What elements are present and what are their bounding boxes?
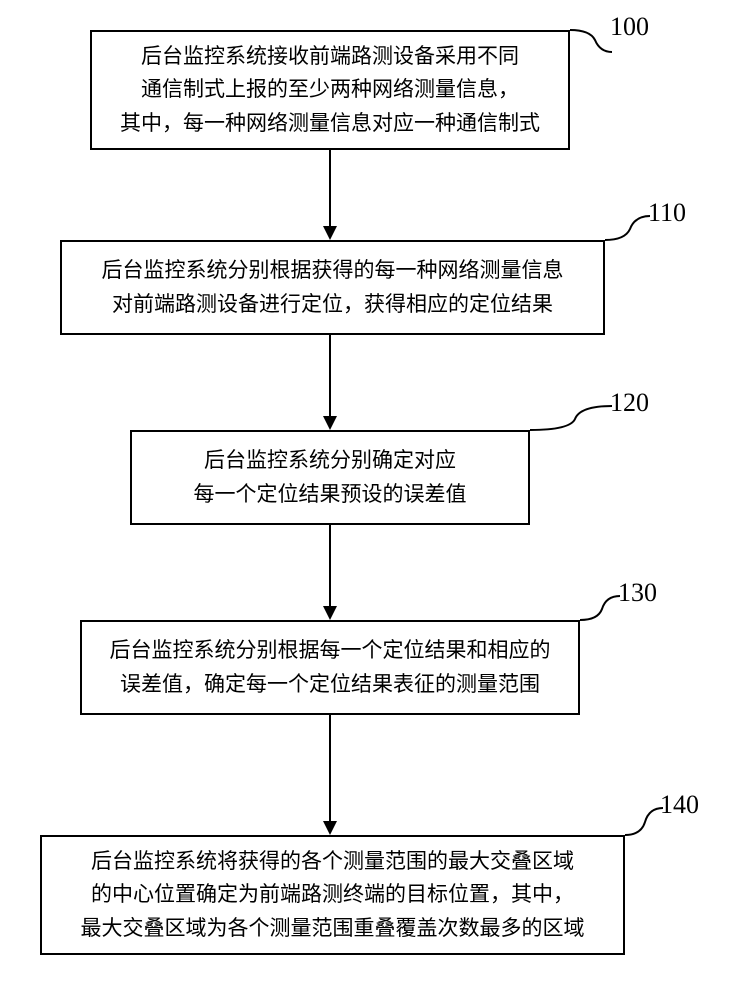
step-120-box: 后台监控系统分别确定对应 每一个定位结果预设的误差值 <box>130 430 530 525</box>
step-130-box: 后台监控系统分别根据每一个定位结果和相应的 误差值，确定每一个定位结果表征的测量… <box>80 620 580 715</box>
step-140-label: 140 <box>660 790 699 820</box>
arrow-4-line <box>329 715 331 821</box>
step-120-connector <box>530 404 615 434</box>
flowchart-container: 后台监控系统接收前端路测设备采用不同 通信制式上报的至少两种网络测量信息， 其中… <box>0 0 751 1000</box>
step-100-label: 100 <box>610 12 649 42</box>
step-100-box: 后台监控系统接收前端路测设备采用不同 通信制式上报的至少两种网络测量信息， 其中… <box>90 30 570 150</box>
step-120-text: 后台监控系统分别确定对应 每一个定位结果预设的误差值 <box>194 444 467 511</box>
arrow-2-line <box>329 335 331 416</box>
step-100-connector <box>570 28 615 58</box>
arrow-1-line <box>329 150 331 226</box>
arrow-4-head <box>323 821 337 835</box>
step-110-box: 后台监控系统分别根据获得的每一种网络测量信息 对前端路测设备进行定位，获得相应的… <box>60 240 605 335</box>
step-120-label: 120 <box>610 388 649 418</box>
arrow-2-head <box>323 416 337 430</box>
step-140-connector <box>625 806 665 839</box>
step-130-text: 后台监控系统分别根据每一个定位结果和相应的 误差值，确定每一个定位结果表征的测量… <box>110 634 551 701</box>
step-140-text: 后台监控系统将获得的各个测量范围的最大交叠区域 的中心位置确定为前端路测终端的目… <box>81 845 585 946</box>
step-110-label: 110 <box>648 198 686 228</box>
step-110-connector <box>605 214 653 244</box>
step-110-text: 后台监控系统分别根据获得的每一种网络测量信息 对前端路测设备进行定位，获得相应的… <box>102 254 564 321</box>
arrow-3-line <box>329 525 331 606</box>
step-130-connector <box>580 594 622 624</box>
arrow-3-head <box>323 606 337 620</box>
step-140-box: 后台监控系统将获得的各个测量范围的最大交叠区域 的中心位置确定为前端路测终端的目… <box>40 835 625 955</box>
step-130-label: 130 <box>618 578 657 608</box>
arrow-1-head <box>323 226 337 240</box>
step-100-text: 后台监控系统接收前端路测设备采用不同 通信制式上报的至少两种网络测量信息， 其中… <box>120 40 540 141</box>
